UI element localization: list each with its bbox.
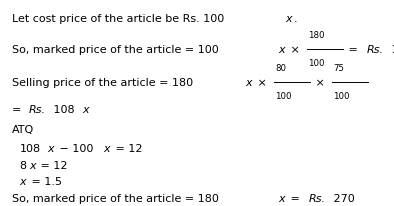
Text: =: = (287, 193, 304, 203)
Text: ×: × (312, 77, 329, 87)
Text: 108: 108 (50, 104, 75, 114)
Text: x: x (279, 193, 285, 203)
Text: 100: 100 (275, 92, 292, 101)
Text: ATQ: ATQ (12, 125, 34, 135)
Text: 108: 108 (20, 143, 41, 153)
Text: 270: 270 (330, 193, 355, 203)
Text: − 100: − 100 (56, 143, 93, 153)
Text: x: x (20, 176, 26, 186)
Text: =: = (345, 44, 362, 54)
Text: Let cost price of the article be Rs. 100: Let cost price of the article be Rs. 100 (12, 14, 224, 23)
Text: x: x (286, 14, 292, 23)
Text: So, marked price of the article = 180: So, marked price of the article = 180 (12, 193, 219, 203)
Text: ×: × (254, 77, 270, 87)
Text: 8: 8 (20, 160, 27, 170)
Text: = 12: = 12 (112, 143, 143, 153)
Text: 180: 180 (308, 31, 325, 40)
Text: So, marked price of the article = 100: So, marked price of the article = 100 (12, 44, 219, 54)
Text: x: x (279, 44, 285, 54)
Text: x: x (104, 143, 110, 153)
Text: 100: 100 (308, 59, 325, 68)
Text: Rs.: Rs. (28, 104, 45, 114)
Text: x: x (245, 77, 252, 87)
Text: x: x (29, 160, 35, 170)
Text: Selling price of the article = 180: Selling price of the article = 180 (12, 77, 193, 87)
Text: x: x (47, 143, 54, 153)
Text: 180: 180 (388, 44, 394, 54)
Text: 100: 100 (333, 92, 350, 101)
Text: = 1.5: = 1.5 (28, 176, 62, 186)
Text: .: . (294, 14, 298, 23)
Text: x: x (82, 104, 89, 114)
Text: ×: × (287, 44, 303, 54)
Text: 75: 75 (333, 64, 344, 73)
Text: =: = (12, 104, 25, 114)
Text: Rs.: Rs. (366, 44, 383, 54)
Text: = 12: = 12 (37, 160, 68, 170)
Text: 80: 80 (275, 64, 286, 73)
Text: Rs.: Rs. (309, 193, 325, 203)
